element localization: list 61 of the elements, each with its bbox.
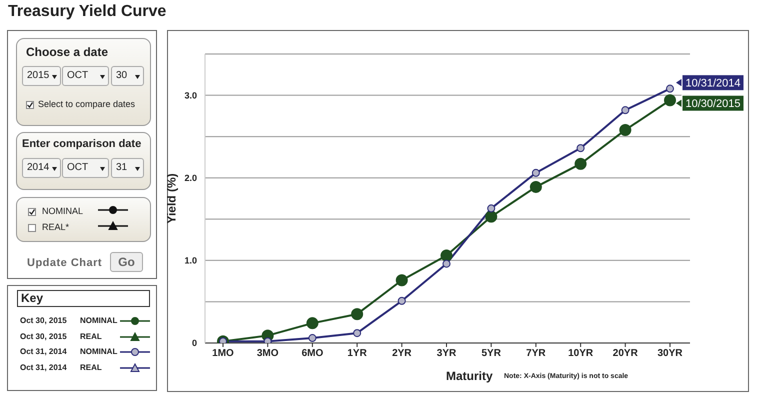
- point: [353, 329, 362, 338]
- point: [396, 274, 408, 286]
- text: OCT: [67, 162, 88, 173]
- text: 2015: [27, 70, 50, 81]
- point: [308, 334, 316, 342]
- x-tick-label: 3YR: [436, 348, 458, 360]
- point: [306, 317, 318, 330]
- text: Choose a date: [26, 45, 108, 59]
- point: [485, 210, 498, 223]
- y-tick-label: 3.0: [184, 90, 197, 100]
- x-tick-label: 5YR: [481, 348, 502, 360]
- text: REAL: [80, 332, 102, 341]
- text: Enter comparison date: [22, 138, 142, 150]
- text: 2014: [27, 162, 50, 173]
- legend-label: 10/30/2015: [685, 98, 741, 110]
- x-tick-label: 3MO: [256, 348, 279, 360]
- legend-label: 10/31/2014: [685, 78, 741, 90]
- text: Update Chart: [27, 257, 102, 269]
- text: Key: [17, 290, 150, 307]
- point: [442, 260, 450, 268]
- x-tick-label: 2YR: [392, 348, 412, 360]
- x-tick-label: 1MO: [212, 348, 234, 360]
- text: REAL*: [42, 222, 70, 232]
- y-tick-label: 2.0: [184, 173, 197, 184]
- y-tick-label: 1.0: [184, 256, 197, 266]
- point: [666, 84, 674, 93]
- point: [664, 94, 676, 106]
- point: [487, 204, 496, 212]
- point: [576, 144, 585, 152]
- text: OCT: [67, 70, 88, 81]
- point: [264, 337, 272, 343]
- y-axis-title: Yield (%): [164, 173, 178, 224]
- text: NOMINAL: [42, 206, 84, 216]
- x-tick-label: 20YR: [612, 348, 639, 360]
- x-tick-label: 6MO: [302, 348, 324, 360]
- point: [351, 308, 364, 320]
- point: [574, 158, 587, 170]
- text: Oct 31, 2014: [20, 363, 67, 372]
- point: [530, 180, 542, 193]
- point: [619, 124, 632, 136]
- text: Go: [110, 252, 143, 272]
- x-tick-label: 7YR: [526, 348, 546, 360]
- point: [440, 249, 452, 262]
- text: Oct 30, 2015: [20, 316, 67, 325]
- point: [532, 168, 540, 177]
- text: Oct 31, 2014: [20, 347, 67, 356]
- text: NOMINAL: [80, 316, 118, 325]
- x-axis-title: Maturity: [446, 369, 493, 383]
- text: Select to compare dates: [38, 99, 136, 109]
- text: Oct 30, 2015: [20, 332, 67, 341]
- y-tick-label: 0: [192, 338, 197, 348]
- point: [621, 106, 630, 114]
- x-tick-label: 10YR: [568, 348, 594, 360]
- chart-title: Treasury Yield Curve: [8, 3, 166, 21]
- text: REAL: [80, 363, 102, 372]
- text: NOMINAL: [80, 347, 118, 356]
- x-tick-label: 30YR: [657, 348, 684, 360]
- x-tick-label: 1YR: [347, 348, 368, 360]
- text: 31: [116, 162, 128, 173]
- text: 30: [116, 70, 128, 81]
- point: [398, 296, 406, 305]
